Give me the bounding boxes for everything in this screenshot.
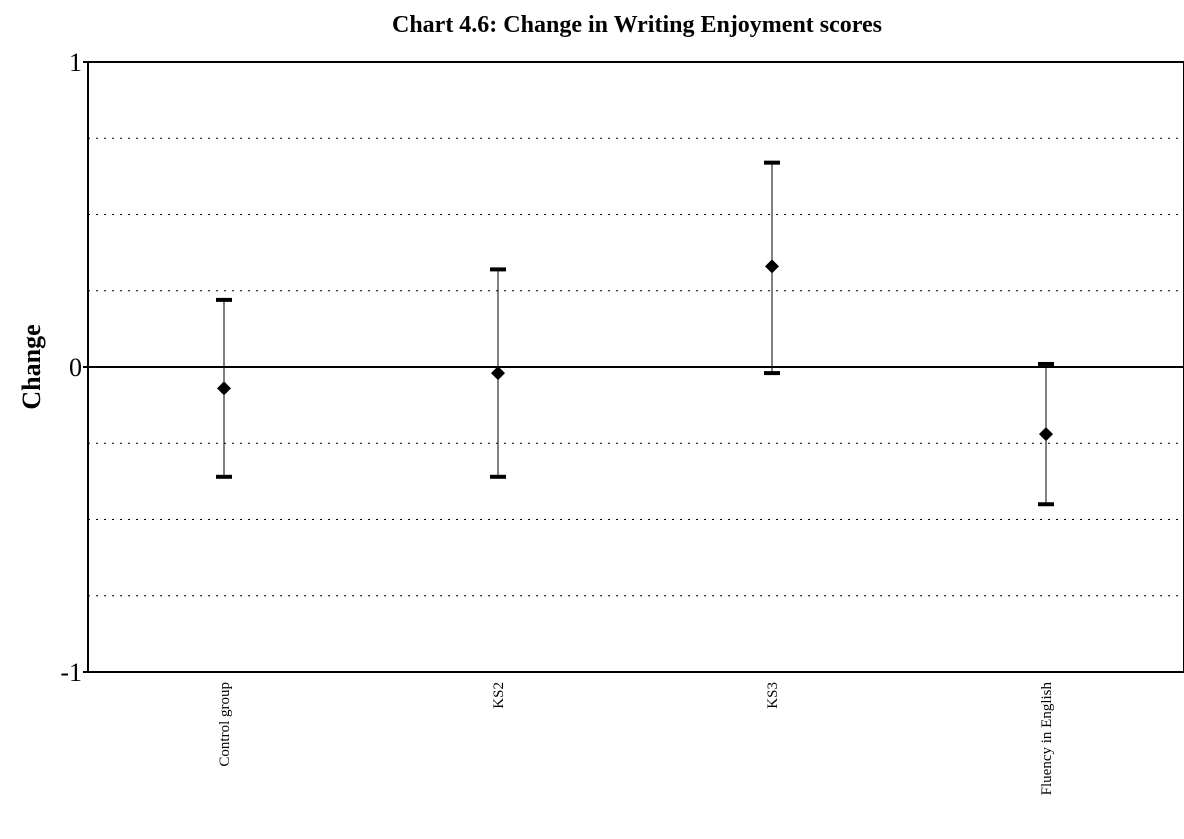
x-tick-labels: Control group KS2 KS3 Fluency in English	[217, 682, 1055, 796]
data-point-diamond	[491, 366, 505, 380]
data-markers	[217, 259, 1053, 441]
y-tick-label: 0	[69, 353, 82, 382]
y-tick-label: 1	[69, 48, 82, 77]
y-tick-labels: 1 0 -1	[60, 48, 88, 687]
data-point-diamond	[1039, 427, 1053, 441]
error-bars	[216, 163, 1054, 505]
chart-title: Chart 4.6: Change in Writing Enjoyment s…	[392, 12, 882, 38]
x-tick-label: Control group	[217, 682, 233, 767]
data-point-diamond	[217, 381, 231, 395]
x-tick-label: Fluency in English	[1039, 682, 1055, 796]
x-tick-label: KS2	[491, 682, 507, 709]
y-axis-label: Change	[17, 324, 46, 409]
x-tick-label: KS3	[765, 682, 781, 709]
data-point-diamond	[765, 259, 779, 273]
y-tick-label: -1	[60, 658, 82, 687]
